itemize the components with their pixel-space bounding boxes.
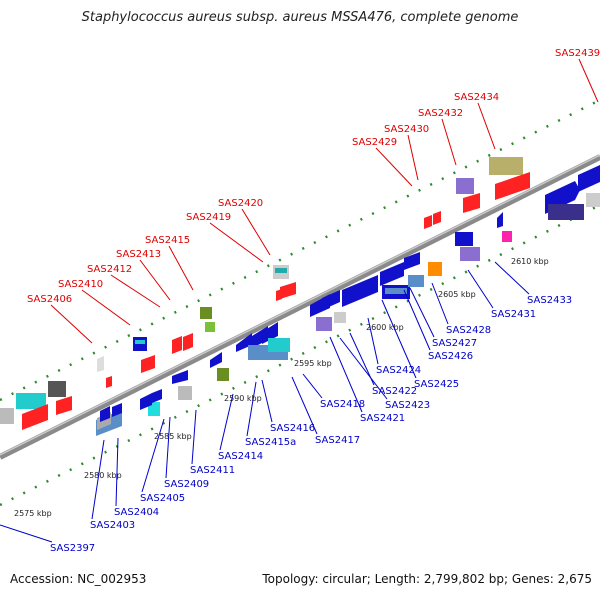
leader-line bbox=[261, 379, 273, 423]
gene-label: SAS2426 bbox=[428, 351, 473, 362]
leader-line bbox=[209, 222, 264, 263]
gene-label: SAS2429 bbox=[352, 137, 397, 148]
kbp-tick-label: 2590 kbp bbox=[224, 394, 262, 403]
leader-line bbox=[403, 289, 431, 351]
gene-label: SAS2411 bbox=[190, 465, 235, 476]
kbp-tick-label: 2580 kbp bbox=[84, 471, 122, 480]
leader-line bbox=[241, 208, 271, 256]
gene-features bbox=[0, 157, 600, 436]
gene-label: SAS2415 bbox=[145, 235, 190, 246]
leader-line bbox=[367, 317, 379, 365]
genome-backbone-highlight bbox=[0, 154, 600, 456]
gene-label: SAS2409 bbox=[164, 479, 209, 490]
gene-feature-inner bbox=[96, 165, 600, 436]
leader-line bbox=[302, 373, 323, 399]
leader-line bbox=[141, 418, 165, 493]
leader-line bbox=[349, 332, 375, 386]
gene-label: SAS2428 bbox=[446, 325, 491, 336]
leader-line bbox=[375, 147, 413, 187]
leader-line bbox=[407, 134, 419, 181]
leader-line bbox=[81, 289, 131, 326]
map-title: Staphylococcus aureus subsp. aureus MSSA… bbox=[81, 10, 519, 25]
genome-backbone bbox=[0, 154, 600, 460]
gene-label: SAS2405 bbox=[140, 493, 185, 504]
leader-line bbox=[246, 381, 257, 437]
gene-label: SAS2397 bbox=[50, 543, 95, 554]
gene-label: SAS2418 bbox=[320, 399, 365, 410]
inner-tick-track bbox=[0, 203, 600, 507]
leader-line bbox=[431, 282, 449, 325]
kbp-tick-label: 2600 kbp bbox=[366, 323, 404, 332]
gene-feature-outer bbox=[0, 157, 530, 430]
gene-label: SAS2412 bbox=[87, 264, 132, 275]
kbp-tick-label: 2575 kbp bbox=[14, 509, 52, 518]
leader-line bbox=[0, 524, 53, 543]
gene-label: SAS2421 bbox=[360, 413, 405, 424]
leader-line bbox=[139, 259, 171, 301]
gene-label: SAS2413 bbox=[116, 249, 161, 260]
outer-tick-track bbox=[0, 98, 600, 402]
leader-line bbox=[91, 439, 105, 520]
leader-line bbox=[494, 261, 530, 295]
gene-label: SAS2420 bbox=[218, 198, 263, 209]
leader-line bbox=[477, 102, 496, 150]
kbp-tick-label: 2610 kbp bbox=[511, 257, 549, 266]
leader-line bbox=[168, 245, 194, 291]
leader-line bbox=[578, 58, 599, 103]
gene-label: SAS2427 bbox=[432, 338, 477, 349]
gene-label: SAS2419 bbox=[186, 212, 231, 223]
gene-label: SAS2422 bbox=[372, 386, 417, 397]
leader-line bbox=[339, 337, 388, 400]
leader-line bbox=[409, 287, 435, 338]
gene-label: SAS2432 bbox=[418, 108, 463, 119]
gene-label: SAS2433 bbox=[527, 295, 572, 306]
kbp-tick-label: 2595 kbp bbox=[294, 359, 332, 368]
gene-label: SAS2410 bbox=[58, 279, 103, 290]
gene-label: SAS2425 bbox=[414, 379, 459, 390]
leader-line bbox=[110, 274, 161, 308]
gene-label: SAS2406 bbox=[27, 294, 72, 305]
gene-label: SAS2434 bbox=[454, 92, 499, 103]
gene-label: SAS2423 bbox=[385, 400, 430, 411]
leader-line bbox=[467, 269, 494, 309]
gene-label: SAS2414 bbox=[218, 451, 263, 462]
gene-label: SAS2415a bbox=[245, 437, 296, 448]
bottom-gene-labels: SAS2397 SAS2403 SAS2404 SAS2405 SAS2409 SAS24… bbox=[0, 261, 572, 554]
leader-line bbox=[381, 299, 417, 379]
kbp-tick-labels: 2575 kbp 2580 kbp 2585 kbp 2590 kbp 2595 kbp… bbox=[14, 257, 549, 518]
accession-text: Accession: NC_002953 bbox=[10, 572, 147, 586]
leader-line bbox=[219, 393, 234, 451]
leader-line bbox=[291, 376, 318, 435]
topology-text: Topology: circular; Length: 2,799,802 bp… bbox=[262, 572, 592, 586]
gene-label: SAS2439 bbox=[555, 48, 600, 59]
leader-line bbox=[191, 409, 197, 465]
leader-line bbox=[441, 118, 457, 166]
gene-label: SAS2403 bbox=[90, 520, 135, 531]
gene-label: SAS2430 bbox=[384, 124, 429, 135]
top-gene-labels: SAS2406 SAS2410 SAS2412 SAS2413 SAS2415 SAS24… bbox=[27, 48, 600, 344]
kbp-tick-label: 2585 kbp bbox=[154, 432, 192, 441]
kbp-tick-label: 2605 kbp bbox=[438, 290, 476, 299]
gene-label: SAS2424 bbox=[376, 365, 421, 376]
gene-label: SAS2417 bbox=[315, 435, 360, 446]
gene-label: SAS2404 bbox=[114, 507, 159, 518]
leader-line bbox=[115, 437, 119, 507]
leader-line bbox=[50, 304, 93, 344]
leader-line bbox=[165, 416, 171, 479]
leader-line bbox=[329, 336, 363, 413]
gene-label: SAS2431 bbox=[491, 309, 536, 320]
gene-label: SAS2416 bbox=[270, 423, 315, 434]
